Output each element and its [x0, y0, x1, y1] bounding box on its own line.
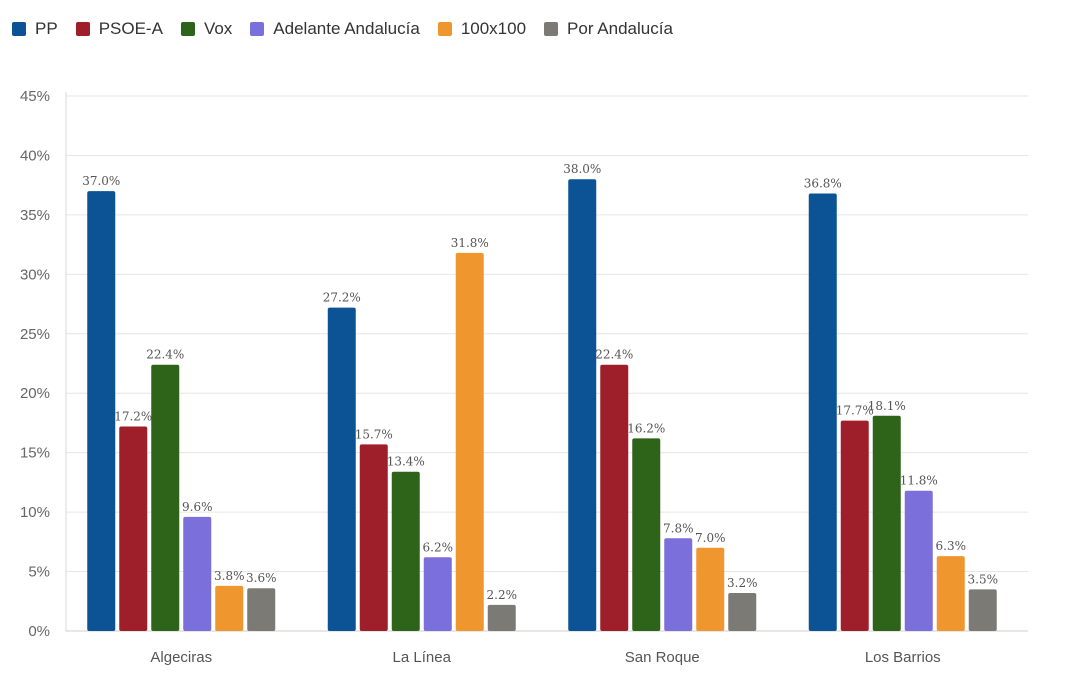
- data-label: 3.6%: [246, 571, 277, 585]
- legend-item[interactable]: PSOE-A: [75, 19, 163, 39]
- bar: [728, 592, 757, 631]
- data-label: 7.8%: [663, 521, 694, 535]
- data-label: 17.7%: [836, 404, 874, 418]
- bar: [632, 438, 661, 631]
- y-tick-label: 0%: [28, 623, 50, 640]
- bar: [840, 420, 869, 631]
- data-label: 16.2%: [627, 421, 665, 435]
- data-label: 13.4%: [387, 455, 425, 469]
- y-tick-label: 30%: [20, 266, 50, 283]
- data-label: 37.0%: [82, 174, 120, 188]
- bar: [696, 547, 725, 631]
- y-tick-label: 35%: [20, 207, 50, 224]
- bar: [359, 444, 388, 631]
- data-label: 3.5%: [968, 572, 999, 586]
- bar: [247, 588, 276, 631]
- bar: [391, 471, 420, 631]
- bar: [327, 307, 356, 631]
- legend-label: PP: [35, 19, 58, 38]
- legend-swatch: [250, 22, 265, 36]
- bar: [119, 426, 148, 631]
- legend-item[interactable]: Vox: [180, 19, 233, 39]
- y-tick-label: 40%: [20, 147, 50, 164]
- legend-item[interactable]: Por Andalucía: [544, 19, 673, 39]
- legend-label: Vox: [203, 19, 233, 38]
- legend-swatch: [75, 22, 90, 36]
- data-label: 3.2%: [727, 576, 758, 590]
- y-tick-label: 15%: [20, 445, 50, 462]
- legend-item[interactable]: PP: [12, 19, 58, 39]
- legend-swatch: [180, 22, 195, 36]
- bar: [904, 490, 933, 631]
- legend-item[interactable]: 100x100: [437, 19, 527, 39]
- data-label: 3.8%: [214, 569, 245, 583]
- data-label: 9.6%: [182, 500, 213, 514]
- legend-swatch: [437, 22, 452, 36]
- data-label: 18.1%: [868, 399, 906, 413]
- legend-swatch: [544, 22, 559, 36]
- legend-label: Por Andalucía: [567, 19, 673, 38]
- data-label: 2.2%: [487, 588, 518, 602]
- data-label: 22.4%: [146, 348, 184, 362]
- bar: [151, 364, 180, 631]
- bar: [808, 193, 837, 631]
- bar: [664, 538, 693, 631]
- bar: [423, 557, 452, 631]
- legend-label: PSOE-A: [98, 19, 163, 38]
- bar: [600, 364, 629, 631]
- legend-label: 100x100: [460, 19, 527, 38]
- data-label: 27.2%: [323, 291, 361, 305]
- legend-item[interactable]: Adelante Andalucía: [250, 19, 420, 39]
- bar: [87, 191, 116, 631]
- data-label: 38.0%: [563, 162, 601, 176]
- bar: [183, 516, 212, 631]
- y-tick-label: 20%: [20, 385, 50, 402]
- chart-legend: PP PSOE-A Vox Adelante Andalucía 100x100 Por …: [12, 16, 691, 42]
- x-category-label: Algeciras: [150, 649, 212, 666]
- data-label: 36.8%: [804, 176, 842, 190]
- data-label: 31.8%: [451, 236, 489, 250]
- data-label: 15.7%: [355, 427, 393, 441]
- legend-swatch: [12, 22, 26, 36]
- data-label: 6.3%: [936, 539, 967, 553]
- x-category-label: Los Barrios: [865, 649, 941, 666]
- data-label: 7.0%: [695, 531, 726, 545]
- data-label: 22.4%: [595, 348, 633, 362]
- bar: [455, 252, 484, 631]
- y-tick-label: 45%: [20, 88, 50, 105]
- x-category-label: La Línea: [393, 649, 452, 666]
- x-category-label: San Roque: [625, 649, 700, 666]
- data-label: 11.8%: [900, 474, 938, 488]
- y-tick-label: 10%: [20, 504, 50, 521]
- bar: [487, 604, 516, 631]
- data-label: 6.2%: [423, 540, 454, 554]
- y-tick-label: 25%: [20, 326, 50, 343]
- bar: [936, 556, 965, 631]
- data-label: 17.2%: [114, 410, 152, 424]
- bar: [215, 585, 244, 631]
- bar: [568, 179, 597, 631]
- bar: [872, 415, 901, 631]
- y-tick-label: 5%: [28, 564, 50, 581]
- bar: [968, 589, 997, 631]
- legend-label: Adelante Andalucía: [273, 19, 420, 38]
